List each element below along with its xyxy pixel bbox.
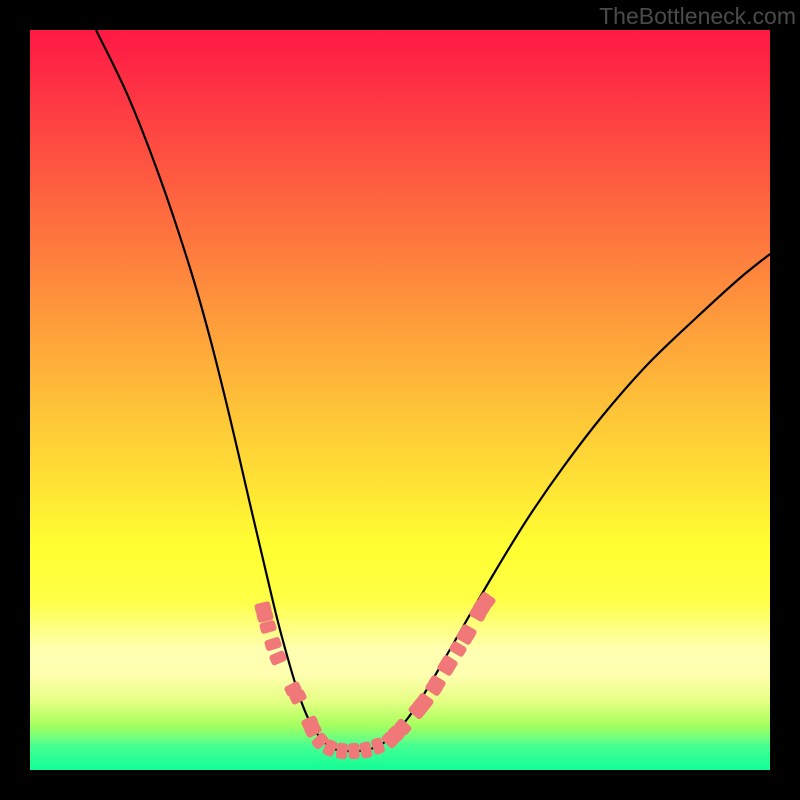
plot-area-gradient [30, 30, 770, 770]
bottleneck-chart: TheBottleneck.com [0, 0, 800, 800]
bottleneck-marker [348, 743, 360, 759]
watermark-text: TheBottleneck.com [599, 3, 796, 29]
bottleneck-marker [336, 742, 349, 759]
